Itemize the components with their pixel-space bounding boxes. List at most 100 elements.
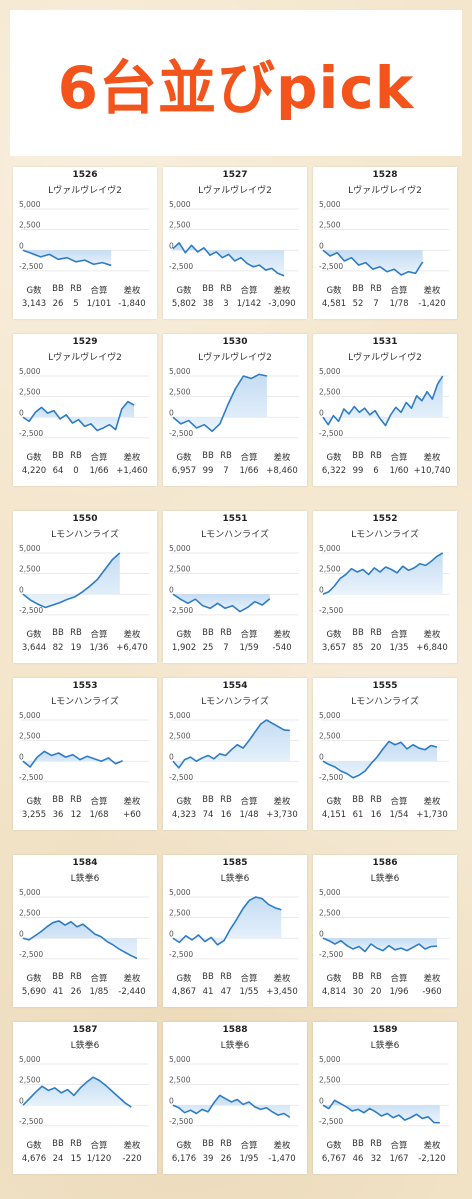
combined-value: 1/66 [89,466,109,476]
series-line [22,1076,132,1108]
y-tick-label: 2,500 [19,732,41,741]
machine-card: 1529 Lヴァルヴレイヴ2 5,000 2,500 0 -2,500 G数 BB RB 合算 差枚… [13,334,157,486]
y-tick-label: 0 [319,752,324,761]
header-diff: 差枚 [423,797,441,807]
diff-value: -960 [422,987,442,997]
series-line [172,719,290,769]
series-line [322,375,444,427]
machine-name: L鉄拳6 [70,874,100,884]
bb-value: 99 [352,466,364,476]
games-value: 4,581 [321,299,347,309]
diff-value: -1,470 [268,1154,296,1164]
series-line [322,937,438,953]
header-bb: BB [52,795,64,805]
y-tick-label: 2,500 [19,565,41,574]
combined-value: 1/36 [89,643,109,653]
machine-name: Lモンハンライズ [201,530,269,540]
bb-value: 52 [352,299,364,309]
y-tick-label: 2,500 [169,565,191,574]
machine-name: Lモンハンライズ [201,697,269,707]
header-bb: BB [202,795,214,805]
slump-graph: 5,000 2,500 0 -2,500 [19,544,149,616]
bb-value: 39 [202,1154,214,1164]
bb-value: 30 [352,987,364,997]
rb-value: 26 [70,987,82,997]
header-games: G数 [176,453,192,463]
machine-name: Lモンハンライズ [351,530,419,540]
rb-value: 47 [220,987,232,997]
area-fill [173,242,285,276]
combined-value: 1/95 [239,1154,259,1164]
y-tick-label: 0 [319,408,324,417]
combined-value: 1/142 [236,299,262,309]
header-games: G数 [26,1141,42,1151]
y-tick-label: 0 [19,1096,24,1105]
machine-number: 1585 [222,858,248,868]
y-tick-label: 0 [169,1096,174,1105]
header-bb: BB [202,1139,214,1149]
diff-value: +10,740 [413,466,451,476]
header-games: G数 [176,974,192,984]
rb-value: 26 [220,1154,232,1164]
slump-graph: 5,000 2,500 0 -2,500 [19,1055,149,1127]
y-tick-label: -2,500 [169,773,193,782]
machine-number: 1550 [72,514,98,524]
diff-value: +1,730 [416,810,448,820]
machine-name: Lヴァルヴレイヴ2 [48,186,122,196]
diff-value: +6,470 [116,643,148,653]
header-games: G数 [26,797,42,807]
y-tick-label: 0 [169,752,174,761]
diff-value: -2,120 [418,1154,446,1164]
y-tick-label: 5,000 [169,200,191,209]
y-tick-label: 2,500 [169,388,191,397]
y-tick-label: -2,500 [19,262,43,271]
machine-name: Lヴァルヴレイヴ2 [348,353,422,363]
area-fill [173,374,267,432]
machine-card: 1528 Lヴァルヴレイヴ2 5,000 2,500 0 -2,500 G数 BB RB 合算 差枚… [313,167,457,319]
header-bb: BB [52,628,64,638]
header-games: G数 [26,453,42,463]
rb-value: 5 [73,299,79,309]
machine-number: 1553 [72,681,98,691]
y-tick-label: 2,500 [169,221,191,230]
header-rb: RB [70,628,82,638]
page-title: 6台並びpick [57,54,415,122]
stats-table: G数 BB RB 合算 差枚 4,151 61 16 1/54 +1,730 [313,795,457,820]
header-bb: BB [352,972,364,982]
header-bb: BB [352,284,364,294]
bb-value: 41 [52,987,64,997]
header-games: G数 [176,797,192,807]
y-tick-label: 5,000 [169,544,191,553]
games-value: 5,690 [21,987,47,997]
y-tick-label: 0 [19,408,24,417]
header-bb: BB [52,1139,64,1149]
area-fill [23,920,137,959]
y-tick-label: 0 [169,585,174,594]
area-fill [23,553,120,608]
y-tick-label: -2,500 [319,262,343,271]
machine-card: 1526 Lヴァルヴレイヴ2 5,000 2,500 0 -2,500 G数 BB RB 合算 差枚… [13,167,157,319]
header-diff: 差枚 [273,797,291,807]
machine-number: 1554 [222,681,248,691]
diff-value: +3,450 [266,987,298,997]
series-line [22,400,135,432]
rb-value: 7 [373,299,379,309]
y-tick-label: 5,000 [169,888,191,897]
rb-value: 16 [370,810,382,820]
slump-graph: 5,000 2,500 0 -2,500 [319,367,449,439]
y-tick-label: 5,000 [19,1055,41,1064]
header-bb: BB [202,451,214,461]
header-rb: RB [370,628,382,638]
combined-value: 1/101 [86,299,112,309]
games-value: 6,767 [321,1154,347,1164]
area-fill [173,1095,290,1118]
machine-card: 1531 Lヴァルヴレイヴ2 5,000 2,500 0 -2,500 G数 BB RB 合算 差枚… [313,334,457,486]
y-tick-label: 2,500 [19,1076,41,1085]
series-line [172,373,268,433]
header-diff: 差枚 [123,453,141,463]
header-diff: 差枚 [423,286,441,296]
y-tick-label: 5,000 [19,544,41,553]
combined-value: 1/66 [239,466,259,476]
y-tick-label: 2,500 [319,909,341,918]
y-tick-label: 5,000 [319,1055,341,1064]
